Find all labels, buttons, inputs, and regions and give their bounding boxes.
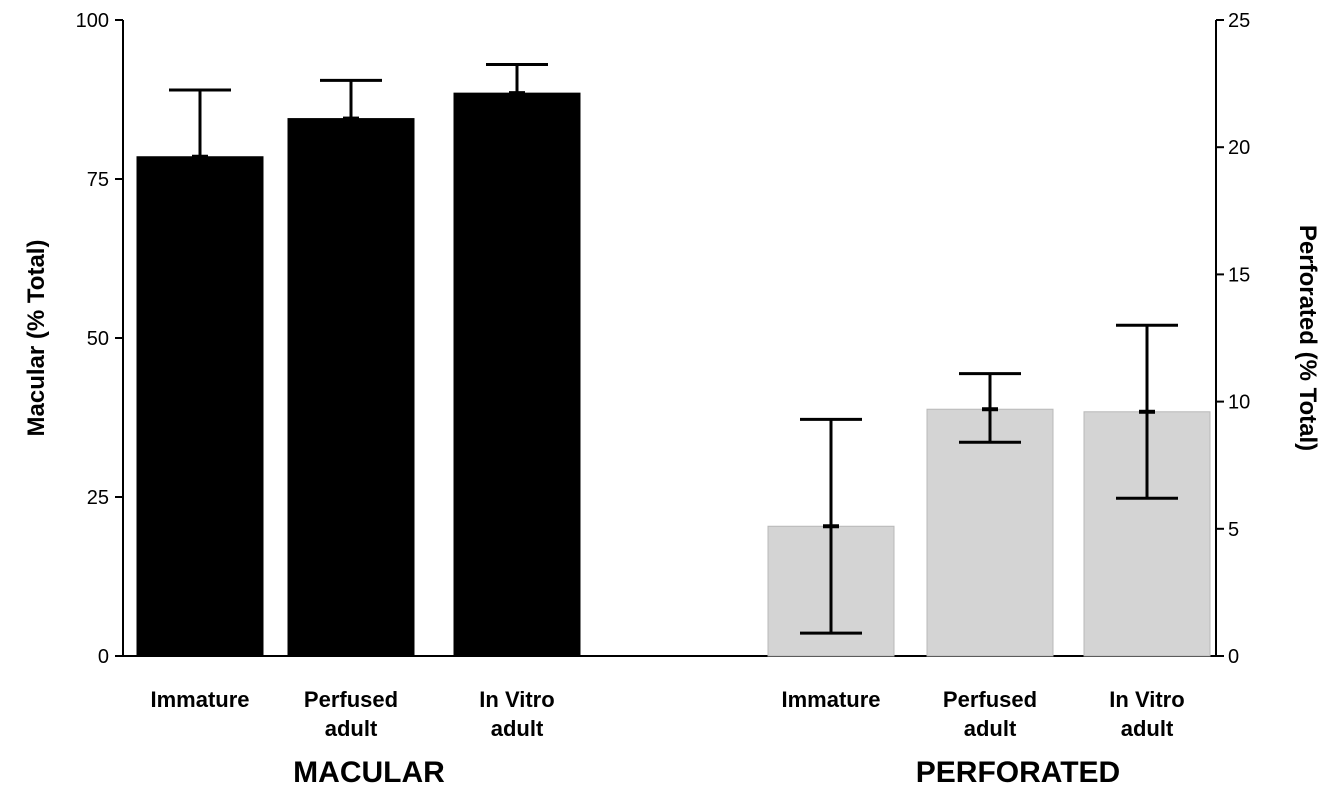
right-axis-title: Perforated (% Total) [1294, 225, 1321, 451]
right-y-tick-label: 5 [1228, 519, 1239, 541]
right-y-tick-label: 0 [1228, 646, 1239, 668]
category-label: Perfused [943, 687, 1037, 712]
category-label: adult [325, 716, 378, 741]
category-label: Immature [781, 687, 880, 712]
group-title-label: PERFORATED [916, 756, 1120, 786]
left-y-tick-label: 25 [87, 487, 109, 509]
macular-bar [136, 156, 264, 657]
category-label: Immature [150, 687, 249, 712]
group-title-label: MACULAR [293, 756, 445, 786]
right-y-tick-label: 10 [1228, 392, 1250, 414]
left-y-tick-label: 100 [76, 10, 109, 32]
category-label: adult [964, 716, 1017, 741]
category-label: Perfused [304, 687, 398, 712]
left-y-tick-label: 75 [87, 169, 109, 191]
right-y-tick-label: 20 [1228, 137, 1250, 159]
category-label: adult [491, 716, 544, 741]
left-axis-title: Macular (% Total) [23, 240, 50, 437]
category-label: In Vitro [1109, 687, 1184, 712]
left-y-tick-label: 0 [98, 646, 109, 668]
left-y-tick-label: 50 [87, 328, 109, 350]
right-y-tick-label: 25 [1228, 10, 1250, 32]
perforated-bar [926, 408, 1054, 657]
category-label: In Vitro [479, 687, 554, 712]
right-y-tick-label: 15 [1228, 264, 1250, 286]
macular-bar [287, 118, 415, 657]
macular-bar [453, 92, 581, 657]
category-label: adult [1121, 716, 1174, 741]
